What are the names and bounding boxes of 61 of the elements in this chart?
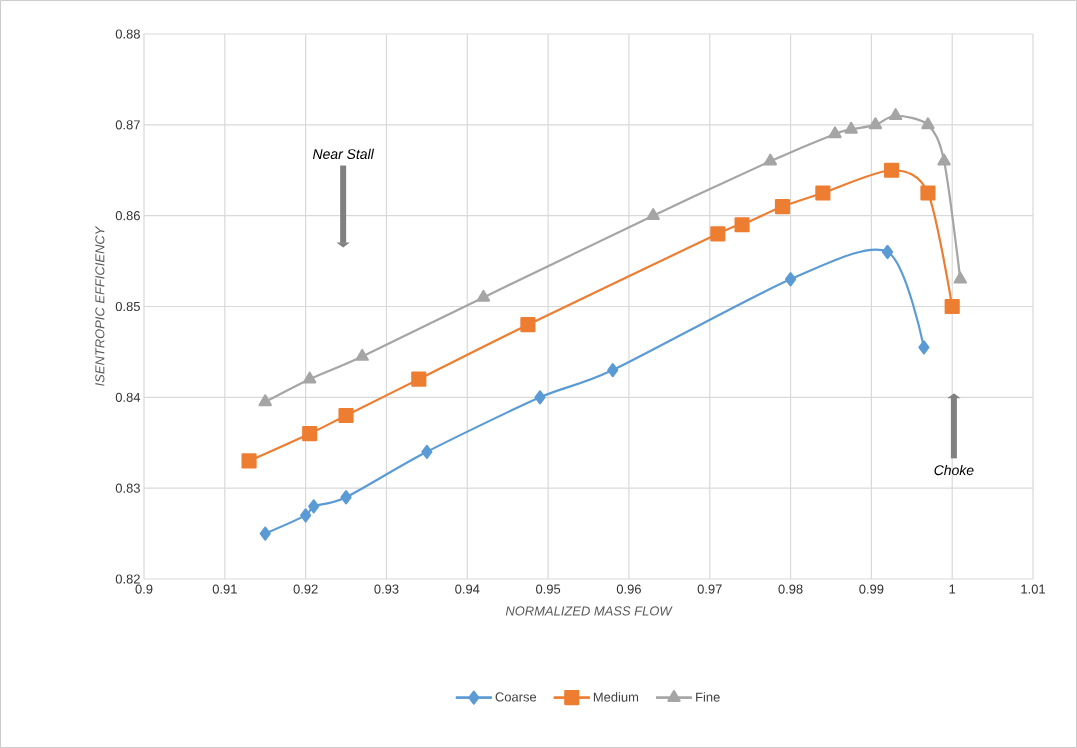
point	[607, 363, 619, 378]
point	[421, 444, 433, 459]
point	[646, 208, 660, 221]
x-tick-label: 0.98	[778, 584, 803, 594]
point	[259, 526, 271, 541]
point	[411, 371, 427, 387]
point	[921, 117, 935, 130]
point	[241, 453, 257, 469]
point	[828, 126, 842, 139]
point	[918, 340, 930, 355]
y-tick-label: 0.88	[115, 29, 140, 39]
y-tick-label: 0.87	[115, 120, 140, 130]
x-tick-label: 0.9	[135, 584, 153, 594]
point	[944, 298, 960, 315]
y-tick-label: 0.84	[115, 392, 141, 402]
point	[520, 317, 536, 333]
point	[534, 390, 546, 405]
point	[868, 117, 883, 130]
point	[302, 371, 317, 384]
x-tick-label: 1.01	[1021, 584, 1045, 594]
point	[338, 407, 354, 424]
x-tick-label: 0.92	[293, 584, 318, 594]
point	[763, 153, 778, 166]
x-tick-label: 1	[949, 584, 956, 594]
point	[953, 271, 967, 284]
legend-label: Coarse	[495, 692, 537, 702]
x-axis-title: NORMALIZED MASS FLOW	[505, 606, 673, 616]
point	[937, 153, 951, 166]
point	[308, 499, 320, 514]
legend-label: Fine	[696, 692, 720, 702]
annotation: Near Stall	[312, 148, 375, 160]
y-axis-title: ISENTROPIC EFFICIENCY	[95, 225, 105, 386]
point	[881, 244, 894, 260]
point	[734, 217, 750, 233]
point	[844, 121, 858, 134]
point	[784, 272, 797, 287]
y-tick-label: 0.83	[115, 483, 140, 493]
point	[920, 185, 936, 201]
point	[476, 289, 491, 302]
point	[258, 394, 272, 407]
x-tick-label: 0.99	[859, 584, 884, 594]
point	[884, 162, 900, 178]
point	[302, 426, 318, 442]
x-tick-label: 0.96	[616, 584, 641, 594]
point	[774, 199, 791, 215]
x-tick-label: 0.95	[535, 584, 561, 594]
y-tick-label: 0.86	[115, 211, 140, 221]
point	[815, 185, 831, 201]
point	[300, 508, 312, 523]
y-tick-label: 0.82	[115, 574, 140, 584]
x-tick-label: 0.93	[374, 584, 399, 594]
x-tick-label: 0.94	[455, 584, 480, 594]
y-tick-label: 0.85	[115, 301, 140, 312]
legend-label: Medium	[593, 692, 639, 702]
point	[340, 490, 352, 505]
x-tick-label: 0.97	[697, 584, 722, 594]
x-tick-label: 0.91	[212, 584, 237, 594]
point	[888, 108, 903, 121]
annotation: Choke	[934, 464, 974, 476]
point	[355, 348, 369, 361]
point	[710, 226, 726, 242]
